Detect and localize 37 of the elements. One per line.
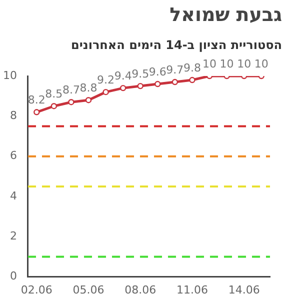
point (34, 109, 40, 116)
x-tick-label: 08.06 (124, 283, 156, 296)
point (189, 76, 196, 84)
y-tick-label: 6 (10, 149, 17, 162)
point (172, 78, 178, 86)
point (85, 96, 92, 104)
data-label: 8.8 (80, 81, 98, 94)
data-label: 9.4 (114, 69, 132, 82)
data-label: 10 (220, 57, 234, 70)
x-tick-label: 11.06 (176, 283, 208, 296)
point (137, 82, 144, 90)
data-label: 8.7 (62, 83, 80, 96)
x-tick-label: 02.06 (20, 283, 52, 296)
y-tick-label: 10 (2, 68, 17, 82)
data-label: 9.2 (97, 73, 115, 86)
y-tick-label: 4 (10, 189, 17, 202)
y-tick-label: 0 (10, 270, 17, 283)
data-label: 8.2 (28, 94, 46, 107)
data-label: 9.7 (166, 63, 184, 76)
point (120, 84, 126, 92)
data-label: 9.6 (148, 65, 166, 78)
point (102, 88, 109, 96)
data-label: 9.8 (183, 61, 201, 74)
point (68, 99, 74, 106)
y-tick-label: 8 (10, 109, 17, 122)
x-tick-label: 14.06 (228, 283, 260, 296)
data-label: 10 (237, 57, 252, 70)
point (50, 103, 58, 110)
y-tick-label: 2 (10, 230, 17, 242)
point (154, 80, 161, 88)
data-label: 9.5 (132, 67, 150, 80)
data-label: 10 (202, 57, 216, 70)
data-label: 8.5 (45, 87, 63, 100)
chart-subtitle: הסטוריית הציון ב-14 הימים האחרונים (71, 38, 282, 52)
data-label: 10 (254, 57, 268, 70)
chart-title: גבעת שמואל (170, 4, 282, 26)
x-tick-label: 05.06 (72, 283, 104, 296)
